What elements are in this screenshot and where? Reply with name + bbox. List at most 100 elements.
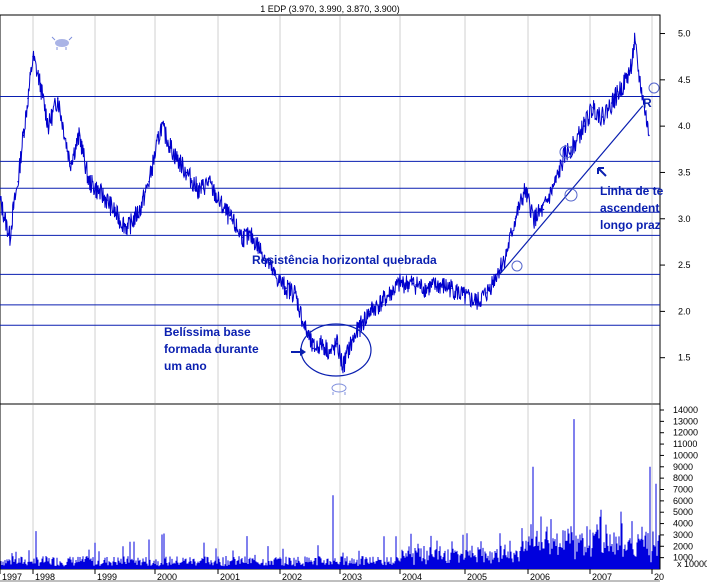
ascending-trendline (499, 105, 644, 275)
price-axis: 5.0 4.5 4.0 3.5 3.0 2.5 2.0 1.5 (660, 29, 691, 363)
price-point (312, 347, 314, 350)
price-point (32, 55, 34, 58)
price-line (0, 32, 649, 374)
price-point (127, 227, 129, 229)
bear-icon (331, 383, 347, 395)
base-annotation-line3: um ano (164, 359, 207, 373)
price-point (160, 125, 163, 127)
price-point (9, 236, 11, 239)
x-tick-label: 1998 (35, 572, 55, 582)
price-point (533, 218, 535, 220)
volume-tick-label: 5000 (673, 507, 693, 517)
price-point (198, 190, 200, 192)
volume-unit-label: x 10000 (677, 559, 707, 569)
price-point (47, 125, 50, 127)
x-tick-label: 1997 (2, 572, 22, 582)
price-point (438, 284, 440, 287)
price-point (4, 218, 6, 220)
price-point (38, 79, 40, 81)
x-tick-label: 2006 (530, 572, 550, 582)
price-point (173, 153, 175, 155)
price-point (555, 180, 557, 183)
price-point (321, 343, 323, 345)
marker-circle (564, 188, 578, 202)
volume-bar-path (0, 419, 660, 569)
price-point (592, 106, 594, 109)
price-point (118, 218, 120, 220)
price-point (0, 199, 1, 201)
resistance-annotation: Resistência horizontal quebrada (252, 253, 437, 267)
price-point (148, 180, 150, 183)
price-point (348, 347, 350, 350)
price-point (330, 352, 332, 354)
volume-tick-label: 12000 (673, 428, 698, 438)
volume-tick-label: 4000 (673, 519, 693, 529)
price-point (524, 190, 526, 192)
price-point (294, 292, 296, 294)
price-point (638, 79, 641, 81)
price-series (0, 32, 650, 374)
volume-panel-frame (0, 403, 661, 570)
price-tick-label: 2.5 (678, 260, 691, 270)
price-point (564, 153, 566, 155)
price-point (643, 106, 646, 109)
price-point (601, 116, 604, 118)
bull-icon (51, 36, 73, 50)
price-point (505, 255, 507, 257)
price-point (57, 97, 59, 100)
trend-annotation-line3: longo praz (600, 218, 661, 232)
horizontal-support-resistance-lines (0, 96, 660, 326)
volume-tick-label: 3000 (673, 530, 693, 540)
x-tick-label: 2005 (467, 572, 487, 582)
price-point (251, 236, 253, 239)
volume-tick-label: 2000 (673, 541, 693, 551)
price-point (303, 324, 305, 327)
price-point (22, 134, 24, 137)
marker-circle (648, 82, 660, 94)
x-tick-label: 1999 (97, 572, 117, 582)
price-point (69, 162, 71, 164)
price-point (514, 218, 517, 220)
price-panel-frame (0, 14, 661, 405)
price-tick-label: 4.0 (678, 121, 691, 131)
price-point (88, 180, 90, 183)
year-gridlines (32, 15, 653, 569)
price-point (78, 134, 81, 137)
chart-title: 1 EDP (3.970, 3.990, 3.870, 3.900) (260, 4, 399, 14)
trend-annotation-line1: Linha de te (600, 184, 664, 198)
price-tick-label: 5.0 (678, 29, 691, 39)
x-axis: 1997 1998 1999 2000 2001 2002 2003 2004 2005 2006… (0, 569, 664, 582)
price-point (12, 208, 14, 211)
price-tick-label: 1.5 (678, 353, 691, 363)
price-point (229, 218, 232, 220)
price-point (412, 282, 414, 285)
price-tick-label: 4.5 (678, 75, 691, 85)
price-point (17, 180, 19, 183)
x-tick-label: 2004 (402, 572, 422, 582)
volume-tick-label: 11000 (673, 439, 697, 449)
price-point (648, 134, 650, 137)
trend-annotation-line2: ascendent (600, 201, 659, 215)
price-point (336, 343, 338, 345)
price-point (342, 366, 344, 368)
price-point (207, 180, 210, 183)
price-point (464, 296, 466, 299)
volume-bars (0, 419, 660, 569)
price-point (285, 287, 287, 290)
x-tick-label: 2003 (342, 572, 362, 582)
price-point (451, 287, 453, 290)
price-tick-label: 3.0 (678, 214, 691, 224)
arrow-upleft-icon (597, 167, 607, 177)
x-tick-label: 2001 (220, 572, 240, 582)
price-point (185, 171, 188, 174)
marker-circle (559, 145, 573, 159)
x-tick-label: 2002 (282, 572, 302, 582)
price-point (106, 199, 108, 201)
price-point (242, 236, 244, 239)
arrow-right-icon (291, 348, 306, 356)
price-point (495, 273, 498, 276)
price-point (273, 273, 275, 276)
price-tick-label: 2.0 (678, 306, 691, 316)
